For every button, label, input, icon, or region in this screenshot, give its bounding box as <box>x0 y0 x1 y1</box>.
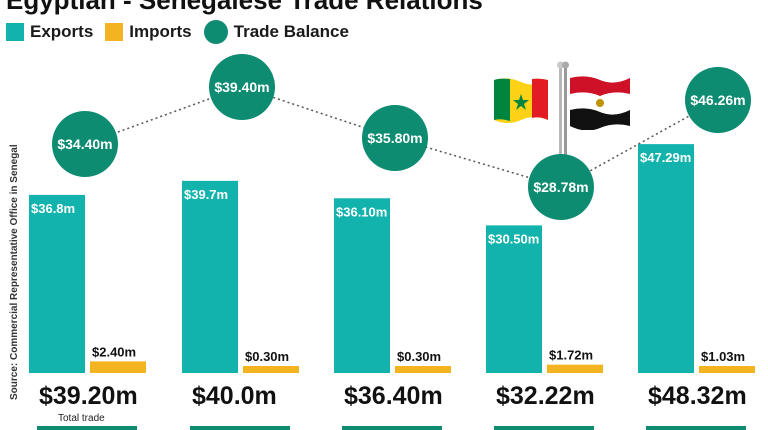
import-bar-label: $1.72m <box>549 348 593 363</box>
export-bar <box>29 194 85 373</box>
legend-item-balance: Trade Balance <box>203 20 349 44</box>
legend: Exports Imports Trade Balance <box>6 20 349 44</box>
trade-balance-point <box>209 54 275 120</box>
trade-balance-point <box>685 67 751 133</box>
export-bar <box>486 225 542 373</box>
legend-label-imports: Imports <box>129 22 192 41</box>
legend-label-exports: Exports <box>30 22 94 41</box>
flag-pole-icon <box>556 60 570 175</box>
import-bar-label: $0.30m <box>245 349 289 364</box>
total-underline <box>646 426 746 430</box>
trade-balance-label: $34.40m <box>57 136 112 152</box>
total-underline <box>342 426 442 430</box>
senegal-flag-icon <box>490 74 552 131</box>
import-bar-label: $1.03m <box>701 349 745 364</box>
export-bar-label: $36.10m <box>336 204 387 219</box>
import-bar <box>395 366 451 373</box>
export-bar-label: $39.7m <box>184 187 228 202</box>
trade-balance-point <box>528 154 594 220</box>
import-bar-label: $0.30m <box>397 349 441 364</box>
import-bar-label: $2.40m <box>92 344 136 359</box>
legend-label-balance: Trade Balance <box>233 22 349 41</box>
trade-balance-line <box>84 86 719 188</box>
legend-swatch-imports <box>105 23 124 41</box>
total-trade-value: $48.32m <box>648 382 747 410</box>
export-bar-label: $36.8m <box>31 201 75 216</box>
export-bar <box>334 198 390 373</box>
import-bar <box>699 366 755 373</box>
total-underline <box>494 426 594 430</box>
export-bar-label: $47.29m <box>640 150 691 165</box>
total-underline <box>190 426 290 430</box>
total-trade-value: $40.0m <box>192 382 277 410</box>
trade-balance-point <box>52 111 118 177</box>
total-trade-value: $39.20m <box>39 382 138 410</box>
legend-swatch-exports <box>6 23 24 41</box>
total-underline <box>37 426 137 430</box>
legend-swatch-balance <box>203 20 228 44</box>
import-bar <box>90 361 146 373</box>
egypt-flag-icon <box>568 74 632 135</box>
export-bar-label: $30.50m <box>488 231 539 246</box>
trade-balance-label: $39.40m <box>214 79 269 95</box>
total-trade-value: $36.40m <box>344 382 443 410</box>
trade-balance-point <box>362 105 428 171</box>
trade-balance-label: $46.26m <box>690 92 745 108</box>
chart-title: Egyptian - Senegalese Trade Relations <box>6 0 483 15</box>
import-bar <box>547 364 603 373</box>
total-trade-value: $32.22m <box>496 382 595 410</box>
export-bar <box>638 144 694 373</box>
export-bar <box>182 180 238 373</box>
legend-item-exports: Exports <box>6 22 93 42</box>
import-bar <box>243 366 299 373</box>
trade-balance-label: $28.78m <box>533 179 588 195</box>
legend-item-imports: Imports <box>105 22 192 42</box>
trade-balance-label: $35.80m <box>367 130 422 146</box>
total-trade-note: Total trade <box>58 413 105 424</box>
